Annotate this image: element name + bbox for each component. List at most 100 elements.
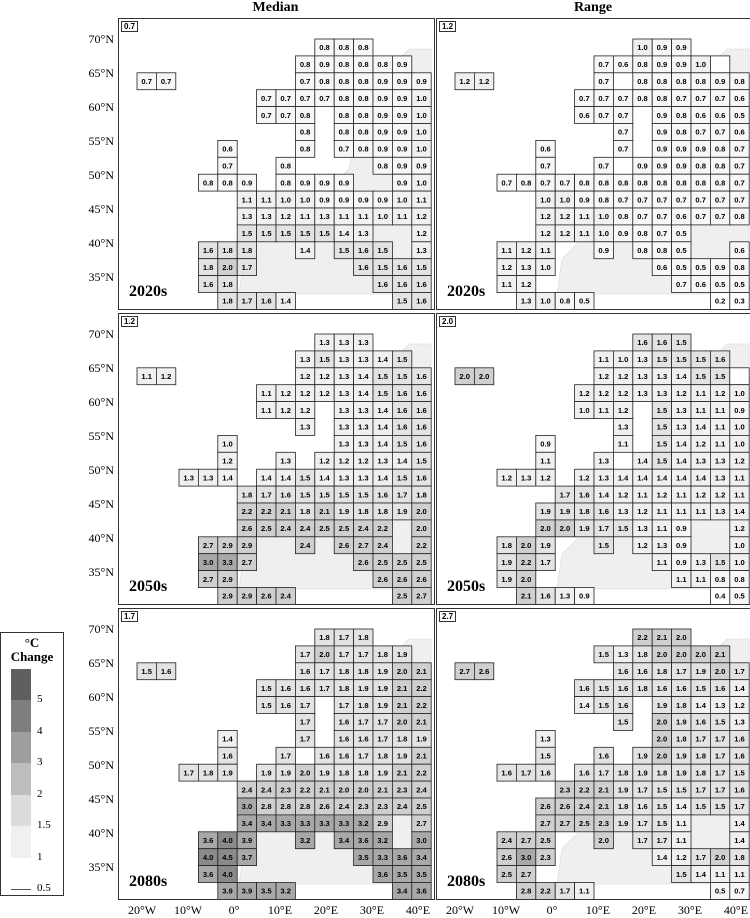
- iceland-cell: 2.6: [474, 662, 495, 681]
- svg-text:1.7: 1.7: [242, 263, 253, 272]
- grid-cell: 1.5: [275, 224, 296, 243]
- grid-cell: 2.0: [391, 713, 413, 731]
- grid-cell: 1.7: [632, 780, 653, 799]
- svg-text:1.5: 1.5: [319, 490, 330, 499]
- grid-cell: 0.8: [671, 173, 692, 192]
- grid-cell: 1.6: [651, 333, 672, 352]
- svg-text:1.2: 1.2: [319, 456, 330, 465]
- grid-cell: 1.7: [353, 713, 374, 731]
- grid-cell: 1.0: [411, 106, 432, 124]
- grid-cell: 1.1: [671, 485, 692, 504]
- grid-cell: 1.4: [275, 468, 296, 487]
- svg-text:1.3: 1.3: [715, 507, 726, 516]
- svg-text:1.5: 1.5: [715, 718, 726, 727]
- svg-text:1.5: 1.5: [695, 372, 706, 381]
- grid-cell: 1.1: [353, 207, 374, 226]
- svg-text:1.6: 1.6: [339, 751, 350, 760]
- svg-text:1.4: 1.4: [579, 701, 590, 710]
- svg-text:1.4: 1.4: [676, 456, 687, 465]
- svg-text:0.9: 0.9: [598, 246, 609, 255]
- grid-cell: 2.3: [593, 814, 614, 833]
- grid-cell: 1.4: [729, 814, 750, 833]
- grid-cell: 1.2: [612, 367, 634, 386]
- svg-text:1.5: 1.5: [242, 229, 253, 238]
- svg-text:1.3: 1.3: [521, 297, 532, 306]
- grid-cell: 0.5: [709, 882, 731, 899]
- grid-cell: 1.2: [729, 696, 750, 714]
- grid-cell: 1.6: [709, 350, 731, 369]
- svg-text:2.2: 2.2: [579, 785, 590, 794]
- grid-cell: 1.4: [671, 367, 692, 386]
- svg-text:2.1: 2.1: [397, 768, 408, 777]
- grid-cell: 1.4: [651, 468, 672, 487]
- legend-color-bar: [11, 669, 31, 890]
- svg-text:3.5: 3.5: [358, 853, 369, 862]
- grid-cell: 1.8: [632, 645, 653, 664]
- grid-cell: 1.7: [516, 763, 537, 782]
- grid-cell: 1.1: [632, 485, 653, 504]
- grid-cell: 1.2: [496, 258, 517, 276]
- grid-cell: 1.1: [671, 814, 692, 833]
- grid-cell: 1.5: [372, 384, 393, 402]
- svg-text:2.1: 2.1: [416, 667, 427, 676]
- svg-text:2.9: 2.9: [377, 819, 388, 828]
- svg-text:0.8: 0.8: [637, 94, 648, 103]
- svg-text:1.6: 1.6: [657, 684, 668, 693]
- grid-cell: 2.6: [236, 519, 257, 538]
- grid-cell: 1.3: [593, 468, 614, 487]
- svg-text:1.2: 1.2: [715, 389, 726, 398]
- svg-text:3.2: 3.2: [300, 836, 311, 845]
- grid-cell: 1.0: [217, 435, 238, 453]
- svg-text:1.2: 1.2: [300, 406, 311, 415]
- grid-cell: 1.2: [574, 468, 595, 487]
- grid-cell: 0.6: [671, 207, 692, 226]
- svg-text:0.9: 0.9: [657, 60, 668, 69]
- grid-cell: 0.6: [690, 275, 711, 293]
- grid-cell: 0.7: [729, 882, 750, 899]
- svg-text:0.5: 0.5: [676, 246, 687, 255]
- latitude-label: 40°N: [88, 236, 114, 250]
- svg-text:1.1: 1.1: [695, 389, 706, 398]
- grid-cell: 3.6: [391, 848, 413, 866]
- grid-cell: 1.3: [709, 696, 731, 714]
- svg-text:2.1: 2.1: [397, 684, 408, 693]
- svg-text:0.7: 0.7: [280, 94, 291, 103]
- svg-text:1.7: 1.7: [377, 735, 388, 744]
- grid-cell: 0.7: [709, 190, 731, 209]
- svg-text:2.0: 2.0: [521, 575, 532, 584]
- svg-text:1.9: 1.9: [579, 524, 590, 533]
- svg-text:2.0: 2.0: [358, 785, 369, 794]
- grid-cell: 0.7: [275, 89, 296, 107]
- svg-text:0.8: 0.8: [358, 111, 369, 120]
- legend-tick: 2: [37, 787, 43, 800]
- svg-text:1.3: 1.3: [637, 389, 648, 398]
- grid-cell: 2.3: [372, 797, 393, 816]
- svg-text:2.2: 2.2: [540, 887, 551, 896]
- svg-text:1.0: 1.0: [734, 558, 745, 567]
- grid-cell: 1.6: [612, 696, 634, 714]
- svg-text:0.9: 0.9: [397, 94, 408, 103]
- grid-cell: 1.6: [574, 679, 595, 697]
- grid-cell: 2.2: [516, 553, 537, 571]
- grid-cell: 0.9: [651, 156, 672, 175]
- grid-cell: 0.8: [651, 173, 672, 192]
- svg-text:1.4: 1.4: [377, 473, 388, 482]
- longitude-label: 10°W: [173, 903, 203, 917]
- svg-text:1.2: 1.2: [657, 490, 668, 499]
- grid-cell: 1.4: [690, 696, 711, 714]
- legend-title-unit: °C: [24, 635, 40, 650]
- grid-cell: 0.9: [411, 156, 432, 175]
- grid-cell: 1.2: [593, 384, 614, 402]
- grid-cell: 1.2: [411, 207, 432, 226]
- grid-cell: 2.6: [411, 570, 432, 588]
- grid-cell: 0.7: [554, 173, 575, 192]
- svg-text:0.9: 0.9: [657, 111, 668, 120]
- grid-cell: 2.1: [372, 780, 393, 799]
- svg-text:1.3: 1.3: [339, 372, 350, 381]
- grid-cell: 1.6: [690, 713, 711, 731]
- grid-cell: 1.8: [353, 502, 374, 521]
- svg-text:1.0: 1.0: [598, 229, 609, 238]
- svg-text:1.6: 1.6: [416, 473, 427, 482]
- svg-text:0.9: 0.9: [416, 161, 427, 170]
- grid-cell: 1.7: [236, 258, 257, 276]
